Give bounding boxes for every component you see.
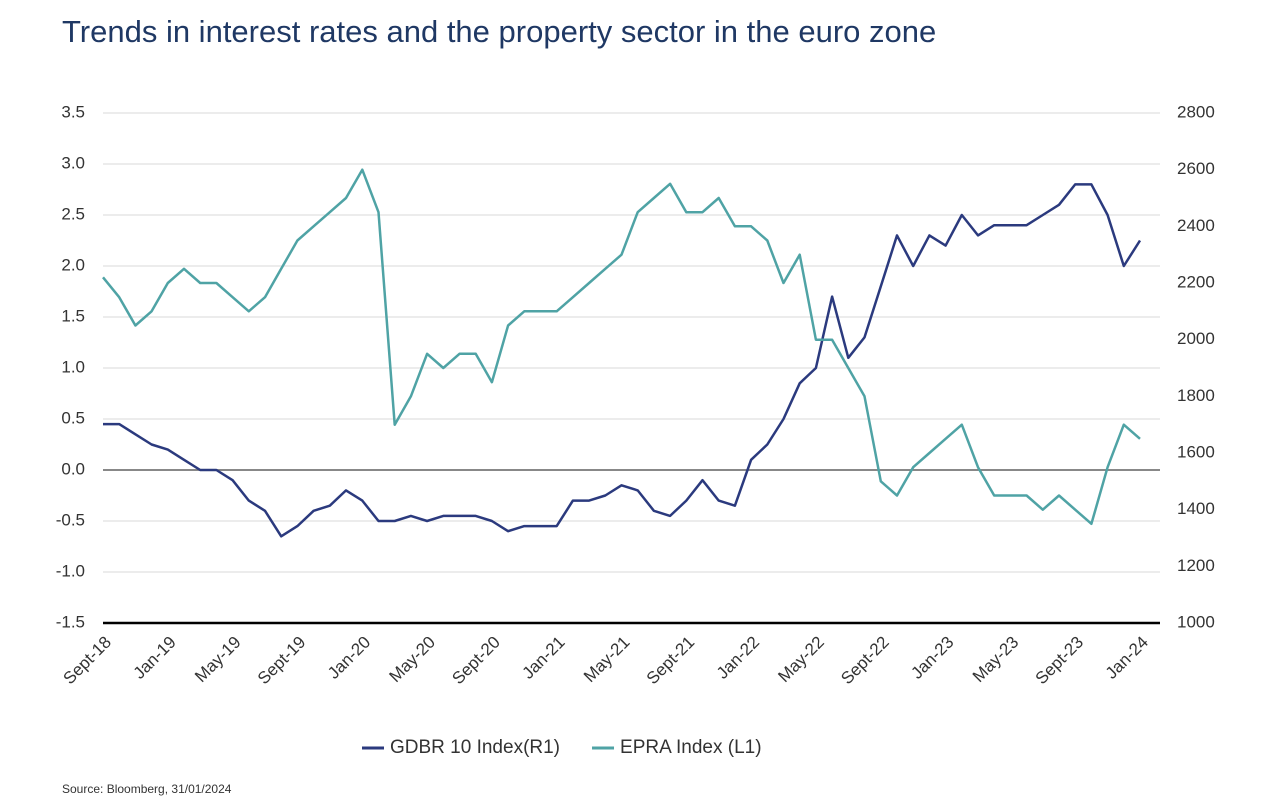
x-tick-label: Jan-23 (907, 633, 957, 683)
x-tick-label: May-22 (774, 633, 828, 687)
series-line (102, 168, 1141, 526)
legend-label: GDBR 10 Index(R1) (390, 737, 560, 758)
y2-tick-label: 1400 (1177, 499, 1215, 518)
y2-tick-label: 2200 (1177, 272, 1215, 291)
y2-tick-label: 1200 (1177, 556, 1215, 575)
y-tick-label: 1.0 (61, 357, 85, 376)
x-tick-label: May-23 (969, 633, 1023, 687)
y-tick-label: 2.5 (61, 204, 85, 223)
source: Source: Bloomberg, 31/01/2024 (62, 782, 232, 796)
y-tick-label: 3.5 (61, 102, 85, 121)
y-tick-label: -1.0 (56, 561, 85, 580)
y-tick-label: 1.5 (61, 306, 85, 325)
y2-tick-label: 1600 (1177, 442, 1215, 461)
x-tick-label: Jan-19 (130, 633, 180, 683)
y2-tick-label: 2000 (1177, 329, 1215, 348)
y2-tick-label: 1000 (1177, 612, 1215, 631)
x-tick-label: May-19 (191, 633, 245, 687)
x-tick-label: Sept-23 (1032, 633, 1088, 689)
y2-tick-label: 2600 (1177, 159, 1215, 178)
chart-title: Trends in interest rates and the propert… (62, 14, 936, 49)
y-tick-label: -0.5 (56, 510, 85, 529)
legend-label: EPRA Index (L1) (620, 737, 762, 758)
x-tick-label: Sept-20 (448, 633, 504, 689)
y-tick-label: 0.0 (61, 459, 85, 478)
x-tick-label: Jan-21 (518, 633, 568, 683)
y2-tick-label: 2800 (1177, 102, 1215, 121)
x-tick-label: Sept-18 (59, 633, 115, 689)
series-line (103, 183, 1142, 538)
y-tick-label: -1.5 (56, 612, 85, 631)
x-tick-label: Jan-20 (324, 633, 374, 683)
x-tick-label: Jan-24 (1102, 633, 1152, 683)
x-tick-label: May-21 (580, 633, 634, 687)
y2-tick-label: 2400 (1177, 216, 1215, 235)
y2-tick-label: 1800 (1177, 386, 1215, 405)
y-tick-label: 3.0 (61, 153, 85, 172)
x-tick-label: May-20 (386, 633, 440, 687)
y-tick-label: 2.0 (61, 255, 85, 274)
x-tick-label: Jan-22 (713, 633, 763, 683)
x-tick-label: Sept-22 (837, 633, 893, 689)
y-tick-label: 0.5 (61, 408, 85, 427)
x-tick-label: Sept-21 (643, 633, 699, 689)
x-tick-label: Sept-19 (254, 633, 310, 689)
